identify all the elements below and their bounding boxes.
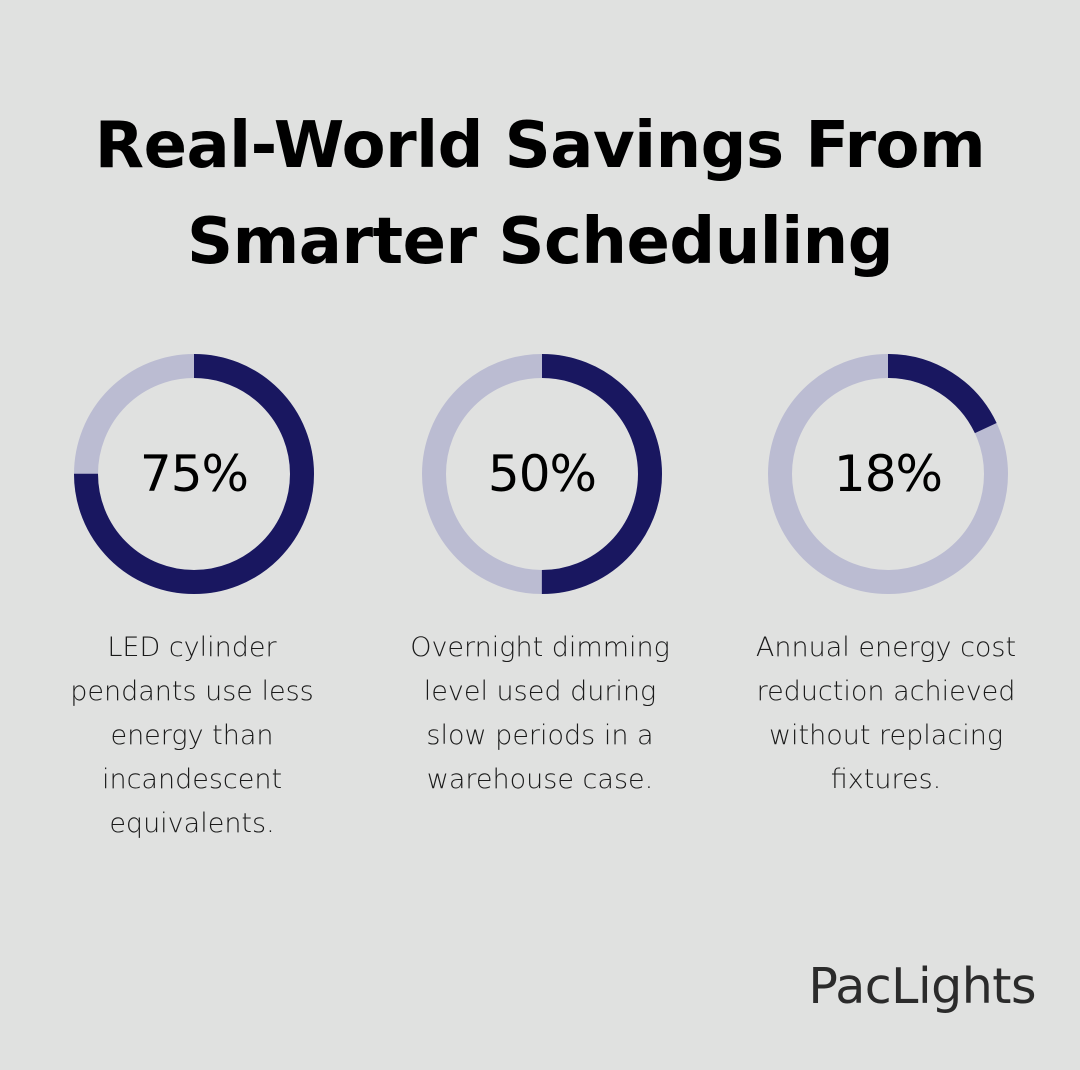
donut-arc-3: [768, 354, 1008, 594]
donut-chart-1: 75%: [72, 352, 316, 596]
donut-arc-2: [422, 354, 662, 594]
donut-chart-3: 18%: [766, 352, 1010, 596]
donut-arc-1: [74, 354, 314, 594]
title-line-2: Smarter Scheduling: [187, 205, 894, 279]
stat-caption-1: LED cylinder pendants use less energy th…: [70, 632, 314, 839]
donut-svg-3: [768, 354, 1008, 594]
stat-caption-2: Overnight dimming level used during slow…: [410, 632, 670, 795]
title-line-1: Real-World Savings From: [94, 109, 986, 183]
donut-value-2: 50%: [487, 445, 597, 503]
donut-value-3: 18%: [833, 445, 943, 503]
donut-chart-2: 50%: [420, 352, 664, 596]
page-title: Real-World Savings From Smarter Scheduli…: [0, 98, 1080, 290]
stat-caption-3: Annual energy cost reduction achieved wi…: [755, 632, 1017, 795]
donut-svg-2: [422, 354, 662, 594]
donut-value-1: 75%: [139, 445, 249, 503]
brand-logo: PacLights: [808, 958, 1036, 1015]
donut-svg-1: [74, 354, 314, 594]
